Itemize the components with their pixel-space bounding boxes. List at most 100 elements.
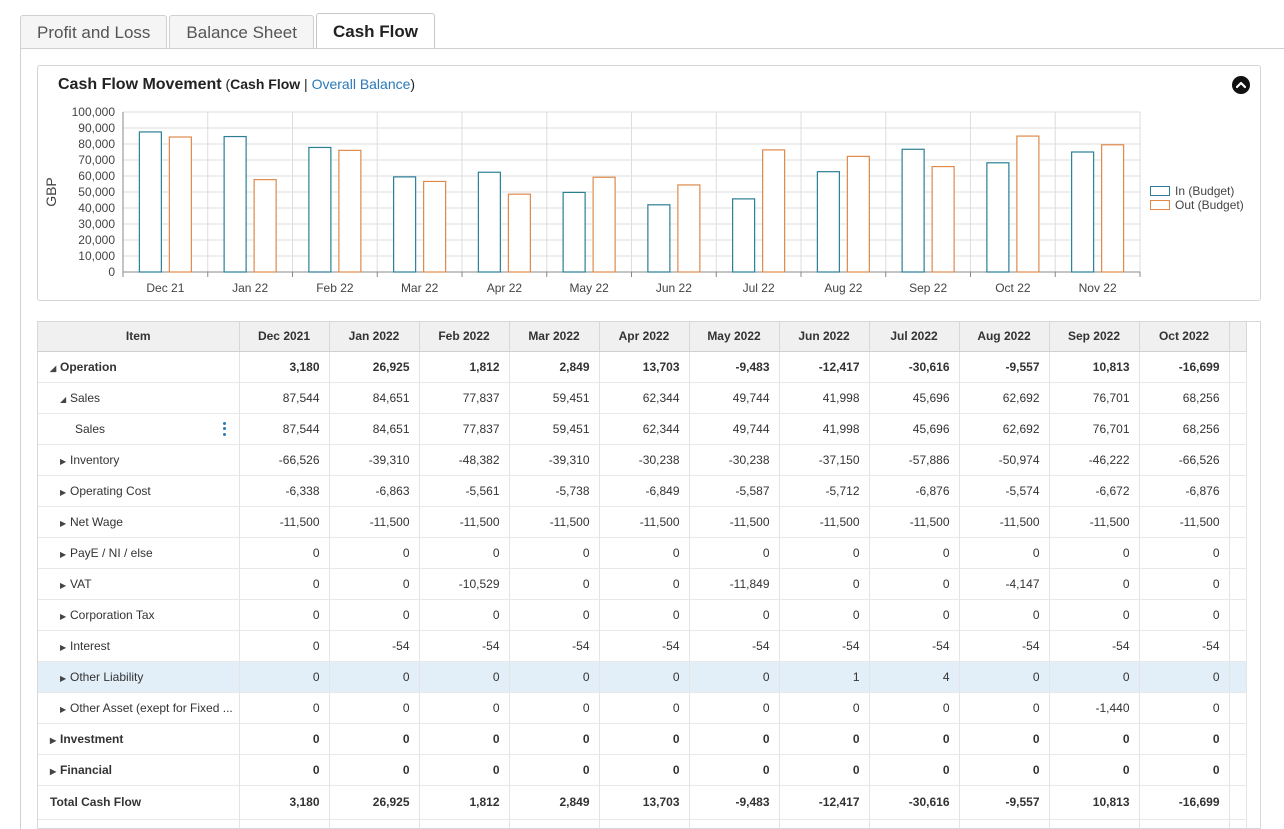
table-row[interactable]: ▶ VAT 0 0 -10,529 0 0 -11,849 0 0 -4,147 0 0 [38, 568, 1247, 600]
row-value-cell: 0 [599, 599, 690, 631]
table-row[interactable]: Sales 87,544 84,651 77,837 59,451 62,344 49,74… [38, 413, 1247, 445]
row-value-cell: 1 [779, 661, 870, 693]
row-value-cell: 62,692 [959, 413, 1050, 445]
row-scroll-spacer [1229, 692, 1247, 724]
row-value-cell: 45,696 [869, 382, 960, 414]
row-value-cell: 0 [509, 537, 600, 569]
row-value-cell: 0 [599, 537, 690, 569]
tab-cash-flow[interactable]: Cash Flow [316, 13, 436, 49]
row-value-cell: -6,849 [599, 475, 690, 507]
table-row[interactable]: ▶ Financial 0 0 0 0 0 0 0 0 0 0 0 [38, 754, 1247, 786]
legend-swatch-out [1150, 200, 1170, 210]
table-row[interactable]: ◢ Operation 3,180 26,925 1,812 2,849 13,703 -9,… [38, 351, 1247, 383]
row-value-cell: -46,222 [1049, 444, 1140, 476]
expand-triangle-icon[interactable]: ▶ [60, 642, 67, 652]
row-value-cell: -5,712 [779, 475, 870, 507]
column-header-item[interactable]: Item [38, 322, 240, 352]
collapse-triangle-icon[interactable]: ◢ [50, 363, 57, 373]
table-row[interactable]: ▶ Inventory -66,526 -39,310 -48,382 -39,310 -3… [38, 444, 1247, 476]
expand-triangle-icon[interactable]: ▶ [60, 518, 67, 528]
collapse-triangle-icon[interactable]: ◢ [60, 394, 67, 404]
legend-item-in[interactable]: In (Budget) [1150, 184, 1244, 198]
row-value-cell: 0 [329, 692, 420, 724]
more-options-icon[interactable] [222, 421, 227, 436]
expand-triangle-icon[interactable]: ▶ [60, 580, 67, 590]
chart-mode-cash-flow[interactable]: Cash Flow [230, 76, 301, 92]
column-header-month[interactable]: Jun 2022 [779, 322, 870, 352]
row-value-cell: 0 [869, 568, 960, 600]
expand-triangle-icon[interactable]: ▶ [50, 735, 57, 745]
expand-triangle-icon[interactable]: ▶ [60, 456, 67, 466]
expand-triangle-icon[interactable]: ▶ [60, 611, 67, 621]
row-value-cell: 0 [1049, 537, 1140, 569]
y-tick-label: 40,000 [78, 201, 115, 215]
table-row[interactable]: ▶ Net Wage -11,500 -11,500 -11,500 -11,500 -11… [38, 506, 1247, 538]
row-value-cell: 0 [1049, 568, 1140, 600]
legend-label-out: Out (Budget) [1175, 198, 1244, 212]
bar-out-budget [931, 165, 955, 273]
table-row[interactable]: Total Cash Flow 3,180 26,925 1,812 2,849 13,7… [38, 785, 1247, 820]
column-header-month[interactable]: May 2022 [689, 322, 780, 352]
tab-profit-and-loss[interactable]: Profit and Loss [20, 15, 168, 49]
row-value-cell: 0 [959, 723, 1050, 755]
expand-triangle-icon[interactable]: ▶ [60, 673, 67, 683]
y-tick-label: 20,000 [78, 233, 115, 247]
row-value-cell: -54 [419, 630, 510, 662]
bar-in-budget [138, 131, 162, 273]
column-header-month[interactable]: Sep 2022 [1049, 322, 1140, 352]
table-row[interactable]: ◢ Sales 87,544 84,651 77,837 59,451 62,344 49,7… [38, 382, 1247, 414]
column-header-month[interactable]: Feb 2022 [419, 322, 510, 352]
expand-triangle-icon[interactable]: ▶ [60, 704, 67, 714]
column-header-month[interactable]: Jan 2022 [329, 322, 420, 352]
table-row[interactable]: ▶ PayE / NI / else 0 0 0 0 0 0 0 0 0 0 0 [38, 537, 1247, 569]
chart-mode-overall-balance-link[interactable]: Overall Balance [311, 76, 411, 92]
row-item-cell: ◢ Sales [38, 382, 240, 414]
expand-triangle-icon[interactable]: ▶ [60, 487, 67, 497]
x-tick-label: Dec 21 [146, 281, 184, 295]
row-value-cell: 0 [779, 723, 870, 755]
table-header-row: Item Dec 2021 Jan 2022 Feb 2022 Mar 2022 Apr … [38, 322, 1247, 352]
row-value-cell: -10,529 [419, 568, 510, 600]
table-row[interactable]: ▶ Corporation Tax 0 0 0 0 0 0 0 0 0 0 0 [38, 599, 1247, 631]
row-value-cell: -5,738 [509, 475, 600, 507]
table-row[interactable]: ▶ Interest 0 -54 -54 -54 -54 -54 -54 -54 -54 -54 -54 [38, 630, 1247, 662]
expand-triangle-icon[interactable]: ▶ [50, 766, 57, 776]
x-tick-label: May 22 [569, 281, 609, 295]
table-row[interactable]: ▶ Other Liability 0 0 0 0 0 0 1 4 0 0 0 [38, 661, 1247, 693]
column-header-month[interactable]: Jul 2022 [869, 322, 960, 352]
row-value-cell: -11,500 [1049, 506, 1140, 538]
expand-triangle-icon[interactable]: ▶ [60, 549, 67, 559]
row-item-cell: ▶ Investment [38, 723, 240, 755]
row-label: Interest [70, 638, 111, 653]
row-label: Operating Cost [70, 483, 151, 498]
row-value-cell: 0 [1139, 568, 1230, 600]
bar-in-budget [1071, 151, 1095, 273]
legend-item-out[interactable]: Out (Budget) [1150, 198, 1244, 212]
row-scroll-spacer [1229, 723, 1247, 755]
x-tick-label: Jan 22 [232, 281, 268, 295]
table-row[interactable]: ▶ Investment 0 0 0 0 0 0 0 0 0 0 0 [38, 723, 1247, 755]
row-value-cell: 0 [329, 661, 420, 693]
row-value-cell: 0 [689, 599, 780, 631]
row-value-cell: -6,876 [1139, 475, 1230, 507]
column-header-month[interactable]: Dec 2021 [239, 322, 330, 352]
table-row[interactable]: ▶ Operating Cost -6,338 -6,863 -5,561 -5,738-… [38, 475, 1247, 507]
row-value-cell: 0 [599, 568, 690, 600]
tab-balance-sheet[interactable]: Balance Sheet [169, 15, 314, 49]
chevron-up-circle-icon[interactable] [1232, 76, 1250, 94]
column-header-month[interactable]: Apr 2022 [599, 322, 690, 352]
x-tick-label: Aug 22 [824, 281, 862, 295]
row-item-cell: Sales [38, 413, 240, 445]
row-scroll-spacer [1229, 475, 1247, 507]
row-value-cell: 0 [689, 661, 780, 693]
x-tick-label: Jun 22 [656, 281, 692, 295]
row-label: Total Cash Flow [50, 795, 142, 809]
y-tick-label: 90,000 [78, 121, 115, 135]
row-label: Corporation Tax [70, 607, 155, 622]
row-value-cell: -11,500 [419, 506, 510, 538]
table-row[interactable]: ▶ Other Asset (exept for Fixed ... 0 0 0 0 0 0 0… [38, 692, 1247, 724]
column-header-month[interactable]: Oct 2022 [1139, 322, 1230, 352]
column-header-month[interactable]: Mar 2022 [509, 322, 600, 352]
row-value-cell: 0 [509, 599, 600, 631]
column-header-month[interactable]: Aug 2022 [959, 322, 1050, 352]
